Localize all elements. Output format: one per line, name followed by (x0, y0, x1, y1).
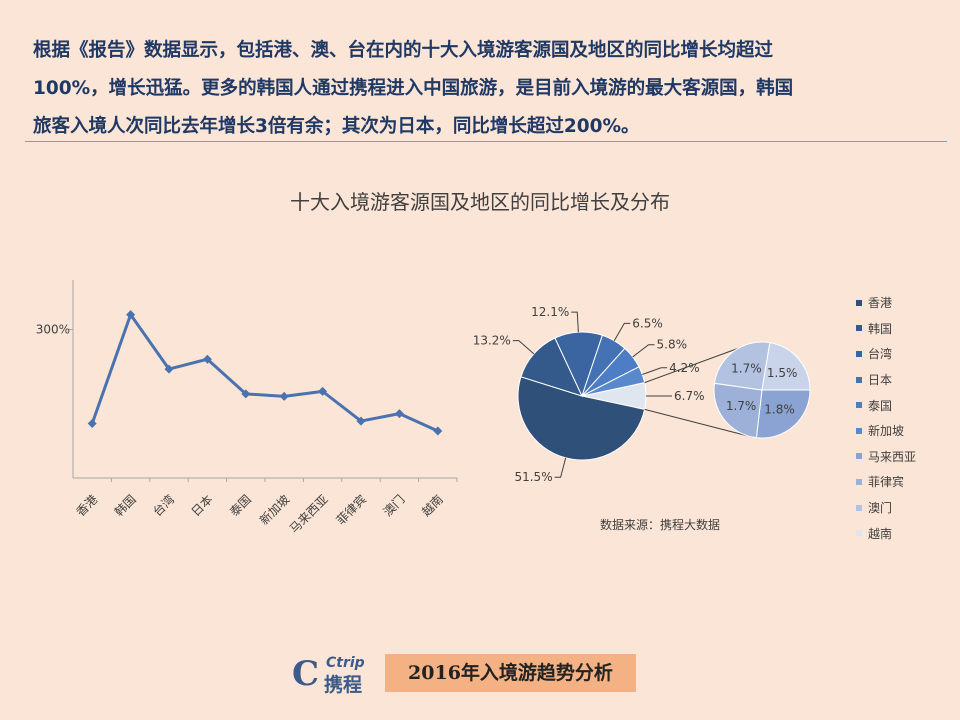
secondary-pie-slice (713, 341, 771, 391)
pie-connector-top (644, 343, 751, 384)
header-divider (25, 141, 947, 142)
legend-swatch (856, 402, 862, 409)
legend-item: 越南 (856, 520, 956, 546)
legend-item: 日本 (856, 367, 956, 393)
data-source: 数据来源：携程大数据 (599, 518, 720, 532)
x-tick-label: 香港 (73, 492, 100, 519)
line-point-marker (241, 389, 251, 399)
secondary-pie-label: 1.5% (767, 366, 798, 380)
ctrip-logo-cn: 携程 (324, 674, 363, 696)
legend-swatch (856, 299, 862, 306)
secondary-pie-label: 1.7% (731, 362, 762, 376)
x-tick-label: 韩国 (111, 492, 139, 520)
intro-line-1: 根据《报告》数据显示，包括港、澳、台在内的十大入境游客源国及地区的同比增长均超过 (33, 40, 774, 61)
legend-item: 韩国 (856, 316, 956, 342)
line-point-marker (318, 386, 328, 396)
pie-connector-bottom (644, 408, 753, 438)
pie-leader-line (512, 340, 535, 355)
legend-label: 台湾 (868, 347, 893, 362)
chart-title: 十大入境游客源国及地区的同比增长及分布 (290, 190, 670, 214)
legend-item: 澳门 (856, 495, 956, 521)
line-series (90, 313, 439, 433)
legend-label: 马来西亚 (868, 449, 917, 464)
legend-label: 菲律宾 (868, 475, 905, 490)
legend-swatch (856, 325, 862, 332)
x-tick-label: 菲律宾 (333, 492, 369, 528)
footer-title: 2016年入境游趋势分析 (385, 654, 636, 692)
legend-label: 韩国 (868, 321, 893, 336)
legend-item: 泰国 (856, 392, 956, 418)
ctrip-logo: C Ctrip 携程 (292, 652, 388, 696)
x-tick-label: 泰国 (227, 492, 254, 519)
pie-slice-label: 13.2% (473, 334, 511, 348)
line-point-marker (279, 391, 289, 401)
legend-swatch (856, 453, 862, 460)
pie-slice-label: 51.5% (514, 470, 552, 484)
legend-swatch (856, 376, 862, 383)
line-point-marker (126, 310, 136, 320)
line-point-marker (87, 419, 97, 429)
x-tick-label: 越南 (418, 492, 446, 520)
x-tick-label: 新加坡 (256, 492, 292, 528)
secondary-pie-label: 1.7% (726, 399, 757, 413)
secondary-pie-slice (713, 382, 763, 439)
pie-slice-label: 6.7% (674, 389, 705, 403)
legend-item: 新加坡 (856, 418, 956, 444)
legend-swatch (856, 504, 862, 511)
legend-label: 新加坡 (868, 424, 905, 439)
pie-leader-line (642, 367, 668, 375)
intro-line-2: 100%，增长迅猛。更多的韩国人通过携程进入中国旅游，是目前入境游的最大客源国，… (33, 78, 794, 99)
secondary-pie-slice (755, 389, 811, 439)
intro-text: 根据《报告》数据显示，包括港、澳、台在内的十大入境游客源国及地区的同比增长均超过… (33, 32, 933, 146)
legend-swatch (856, 478, 862, 485)
y-tick-label: 300% (36, 323, 70, 337)
legend-label: 越南 (868, 526, 893, 541)
line-point-marker (164, 364, 174, 374)
line-point-marker (433, 426, 443, 436)
ctrip-logo-en: Ctrip (326, 655, 365, 671)
pie-leader-line (554, 457, 567, 478)
pie-legend: 香港韩国台湾日本泰国新加坡马来西亚菲律宾澳门越南 (856, 290, 956, 546)
legend-item: 马来西亚 (856, 444, 956, 470)
pie-slice-label: 12.1% (531, 305, 569, 319)
line-point-marker (394, 409, 404, 419)
x-tick-label: 澳门 (380, 492, 408, 520)
legend-swatch (856, 350, 862, 357)
ctrip-logo-mark: C (292, 654, 320, 694)
pie-slice-label: 6.5% (632, 316, 663, 330)
secondary-pie-label: 1.8% (764, 403, 795, 417)
pie-slice-label: 4.2% (669, 361, 700, 375)
legend-item: 台湾 (856, 341, 956, 367)
line-point-marker (202, 354, 212, 364)
pie-leader-line (613, 322, 631, 341)
x-tick-label: 台湾 (150, 492, 178, 520)
x-tick-label: 马来西亚 (287, 492, 331, 536)
legend-swatch (856, 530, 862, 537)
line-point-marker (356, 416, 366, 426)
pie-slice-label: 5.8% (657, 338, 688, 352)
pie-leader-line (632, 344, 655, 358)
legend-label: 泰国 (868, 398, 893, 413)
legend-item: 香港 (856, 290, 956, 316)
secondary-pie-slice (761, 342, 811, 391)
legend-item: 菲律宾 (856, 469, 956, 495)
pie-leader-line (571, 311, 579, 333)
legend-swatch (856, 427, 862, 434)
legend-label: 澳门 (868, 501, 893, 516)
intro-line-3: 旅客入境人次同比去年增长3倍有余；其次为日本，同比增长超过200%。 (33, 116, 640, 137)
legend-label: 香港 (868, 296, 893, 311)
x-tick-label: 日本 (189, 492, 216, 519)
legend-label: 日本 (868, 373, 893, 388)
